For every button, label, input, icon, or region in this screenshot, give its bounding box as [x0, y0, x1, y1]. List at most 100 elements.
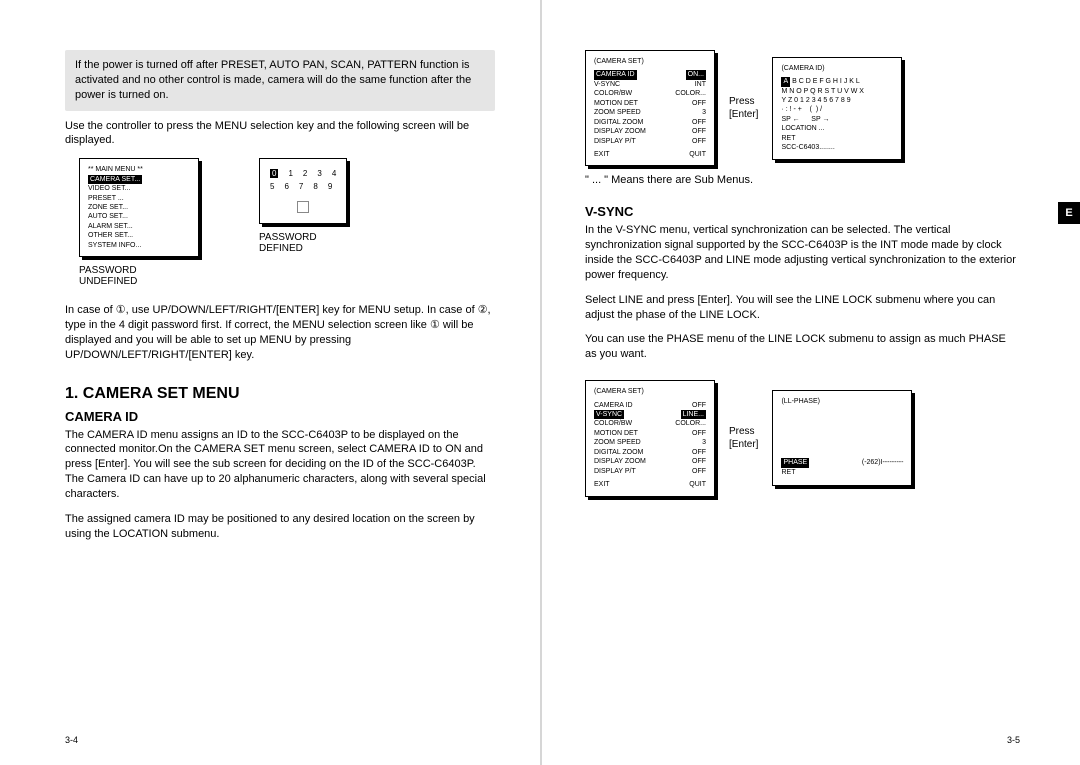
oid-l4: · : ! - + ( ) / — [781, 105, 893, 114]
oid-l1r: B C D E F G H I J K L — [790, 78, 860, 85]
osd-pair-bottom: (CAMERA SET) CAMERA IDOFF V-SYNCLINE... … — [585, 380, 1020, 496]
oset2-r0r: COLOR... — [675, 419, 706, 428]
h2-camera-id: CAMERA ID — [65, 409, 495, 424]
osd-password-pad: 0 1 2 3 4 5 6 7 8 9 — [259, 158, 347, 224]
press1b: [Enter] — [729, 109, 758, 120]
oset2-r3r: OFF — [692, 448, 706, 457]
osd-main-i1: PRESET ... — [88, 194, 190, 203]
cap1b: UNDEFINED — [79, 276, 137, 287]
oset2-r2r: 3 — [702, 438, 706, 447]
n0: 0 — [270, 169, 278, 178]
right-page: (CAMERA SET) CAMERA IDON... V-SYNCINT CO… — [540, 0, 1080, 765]
press2a: Press — [729, 426, 755, 437]
osd-pair-top: (CAMERA SET) CAMERA IDON... V-SYNCINT CO… — [585, 50, 1020, 166]
vsync-p3: You can use the PHASE menu of the LINE L… — [585, 332, 1020, 362]
osd-col-2: 0 1 2 3 4 5 6 7 8 9 — [259, 158, 347, 254]
oset1-r1r: COLOR... — [675, 89, 706, 98]
pgnum-right: 3-5 — [1007, 735, 1020, 745]
oset1-r3r: 3 — [702, 108, 706, 117]
oset1-r4l: DIGITAL ZOOM — [594, 118, 643, 127]
oset1-r6l: DISPLAY P/T — [594, 137, 636, 146]
osd-main-menu: ** MAIN MENU ** CAMERA SET... VIDEO SET.… — [79, 158, 199, 257]
oset2-r2l: ZOOM SPEED — [594, 438, 641, 447]
oset1-r5r: OFF — [692, 127, 706, 136]
submenu-note: " ... " Means there are Sub Menus. — [585, 174, 1020, 186]
osd-main-i3: AUTO SET... — [88, 212, 190, 221]
osd-main-i6: SYSTEM INFO... — [88, 241, 190, 250]
oset1-r2l: MOTION DET — [594, 99, 638, 108]
n6: 6 — [284, 182, 288, 191]
oid-l6: LOCATION ... — [781, 124, 893, 133]
oll-title: (LL-PHASE) — [781, 397, 903, 406]
n5: 5 — [270, 182, 274, 191]
oset1-hl-r: ON... — [686, 70, 706, 79]
osd-camera-set-1: (CAMERA SET) CAMERA IDON... V-SYNCINT CO… — [585, 50, 715, 166]
power-note-box: If the power is turned off after PRESET,… — [65, 50, 495, 111]
osd-main-title: ** MAIN MENU ** — [88, 165, 190, 174]
press-enter-2: Press [Enter] — [729, 425, 758, 451]
para-camera-id-1: The CAMERA ID menu assigns an ID to the … — [65, 428, 495, 502]
n8: 8 — [313, 182, 317, 191]
oset2-r4l: DISPLAY ZOOM — [594, 457, 646, 466]
oset2-t0r: OFF — [692, 401, 706, 410]
oset2-r1r: OFF — [692, 429, 706, 438]
oset2-r4r: OFF — [692, 457, 706, 466]
oset2-r5l: DISPLAY P/T — [594, 467, 636, 476]
num-grid: 0 1 2 3 4 5 6 7 8 9 — [270, 169, 336, 191]
oll-l: PHASE — [781, 458, 809, 467]
oid-l3: Y Z 0 1 2 3 4 5 6 7 8 9 — [781, 96, 893, 105]
intro-text: Use the controller to press the MENU sel… — [65, 119, 495, 149]
vsync-p2: Select LINE and press [Enter]. You will … — [585, 293, 1020, 323]
oset1-title: (CAMERA SET) — [594, 57, 706, 66]
oll-ret: RET — [781, 468, 903, 477]
oset2-r3l: DIGITAL ZOOM — [594, 448, 643, 457]
page-gutter — [540, 0, 542, 765]
oset2-r5r: OFF — [692, 467, 706, 476]
oset2-title: (CAMERA SET) — [594, 387, 706, 396]
oset1-fl: EXIT — [594, 150, 610, 159]
oid-l2: M N O P Q R S T U V W X — [781, 87, 893, 96]
n1: 1 — [288, 169, 292, 178]
para-camera-id-2: The assigned camera ID may be positioned… — [65, 512, 495, 542]
n7: 7 — [299, 182, 303, 191]
oid-l5: SP ← SP → — [781, 115, 893, 124]
osd-ll-phase: (LL-PHASE) PHASE(-262)I--------- RET — [772, 390, 912, 486]
osd-main-i2: ZONE SET... — [88, 203, 190, 212]
h2-vsync: V-SYNC — [585, 204, 1020, 219]
oset2-fr: QUIT — [689, 480, 706, 489]
oset2-fl: EXIT — [594, 480, 610, 489]
n2: 2 — [303, 169, 307, 178]
oset1-fr: QUIT — [689, 150, 706, 159]
osd-main-hl: CAMERA SET... — [88, 175, 142, 184]
cap2b: DEFINED — [259, 243, 303, 254]
oset2-hl-l: V-SYNC — [594, 410, 624, 419]
press1a: Press — [729, 96, 755, 107]
cap2a: PASSWORD — [259, 232, 317, 243]
n3: 3 — [317, 169, 321, 178]
pgnum-left: 3-4 — [65, 735, 78, 745]
n4: 4 — [332, 169, 336, 178]
oset1-r2r: OFF — [692, 99, 706, 108]
n9: 9 — [328, 182, 332, 191]
power-note-text: If the power is turned off after PRESET,… — [75, 59, 471, 101]
oset1-r6r: OFF — [692, 137, 706, 146]
oid-l1p: A — [781, 77, 790, 86]
vsync-p1: In the V-SYNC menu, vertical synchroniza… — [585, 223, 1020, 282]
page-spread: If the power is turned off after PRESET,… — [0, 0, 1080, 765]
osd-row-1: ** MAIN MENU ** CAMERA SET... VIDEO SET.… — [79, 158, 495, 287]
oset1-r3l: ZOOM SPEED — [594, 108, 641, 117]
oset1-r0l: V-SYNC — [594, 80, 620, 89]
oset1-r0r: INT — [695, 80, 706, 89]
oset1-r1l: COLOR/BW — [594, 89, 632, 98]
press2b: [Enter] — [729, 439, 758, 450]
oid-l7: RET — [781, 134, 893, 143]
osd-main-i0: VIDEO SET... — [88, 184, 190, 193]
oset2-hl-r: LINE... — [681, 410, 706, 419]
osd-camera-id: (CAMERA ID) A B C D E F G H I J K L M N … — [772, 57, 902, 160]
cap-def: PASSWORD DEFINED — [259, 232, 347, 254]
pad-cursor — [297, 201, 309, 213]
cap-undef: PASSWORD UNDEFINED — [79, 265, 199, 287]
oset1-r4r: OFF — [692, 118, 706, 127]
oid-l8: SCC-C6403........ — [781, 143, 893, 152]
h1-camera-set: 1. CAMERA SET MENU — [65, 385, 495, 403]
